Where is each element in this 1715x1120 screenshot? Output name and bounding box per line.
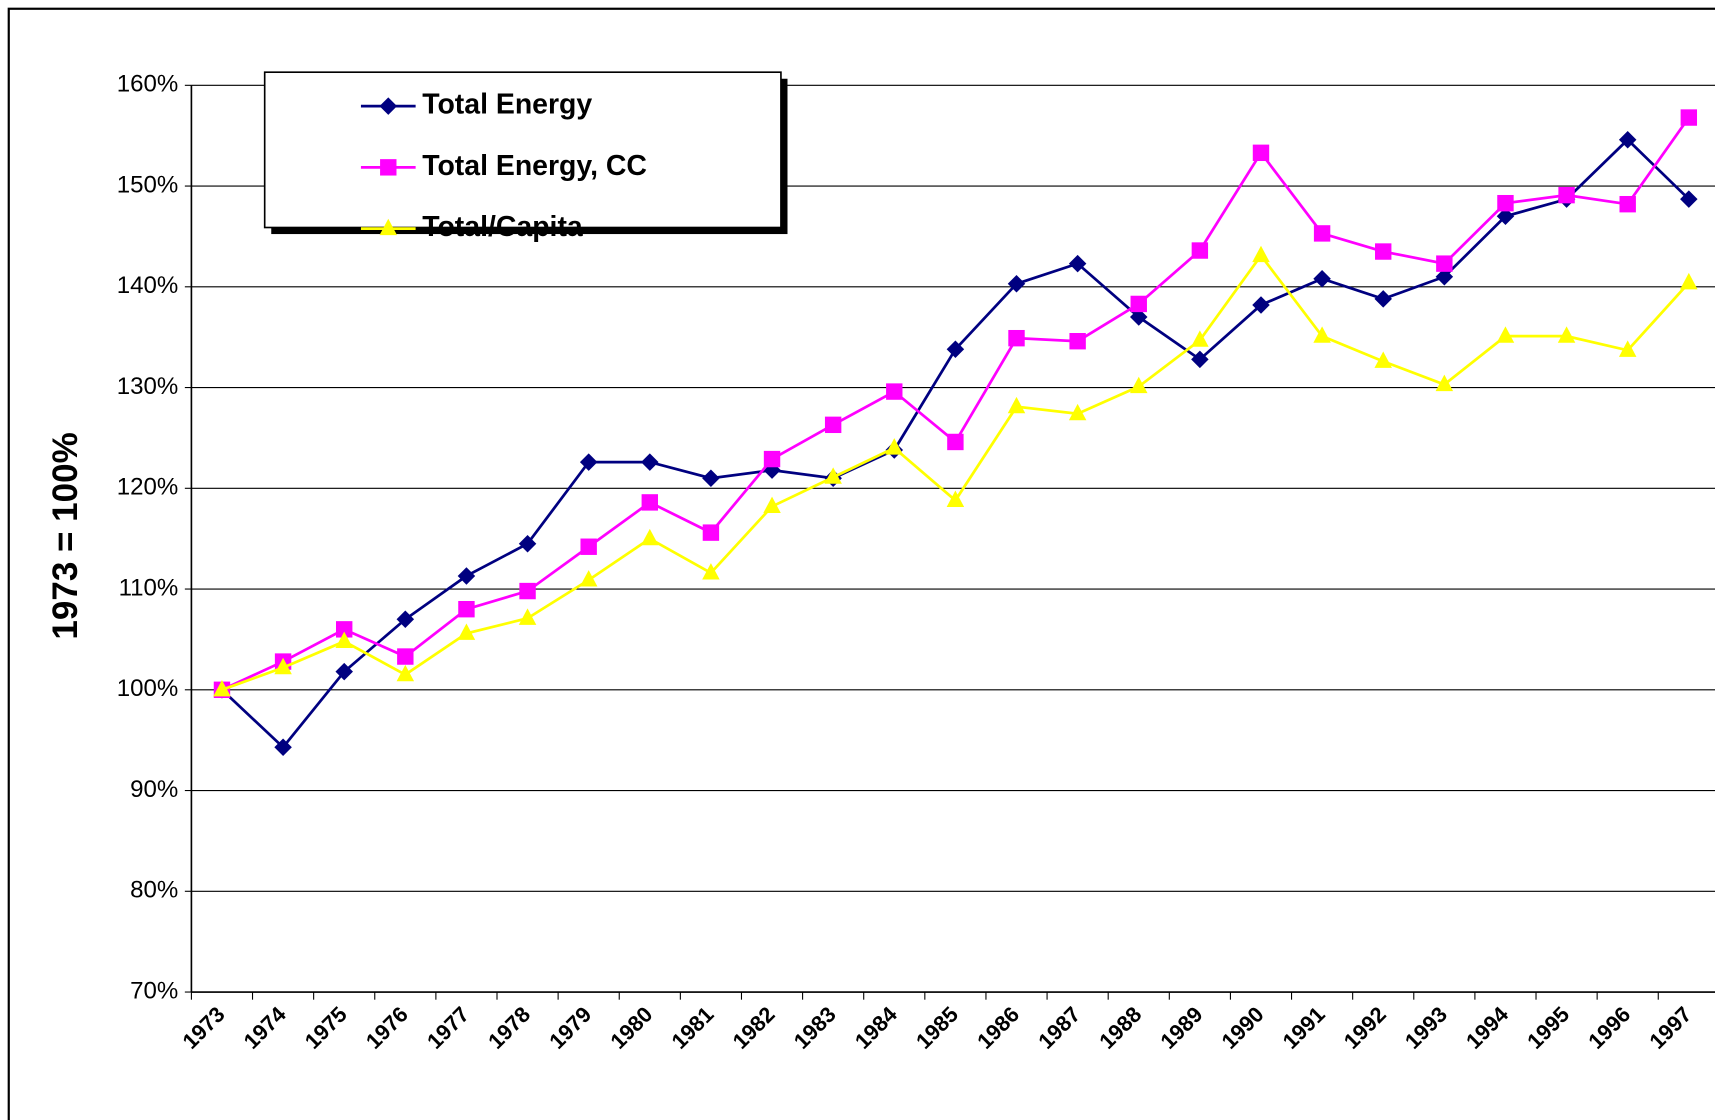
marker [763,496,781,513]
marker [1008,329,1025,347]
marker [274,657,292,675]
marker [1375,243,1392,260]
legend-label: Total Energy [422,89,592,121]
marker [702,469,720,487]
marker [379,97,398,115]
marker [702,563,720,580]
marker [274,738,292,756]
y-tick-label: 80% [130,877,178,904]
marker [396,664,415,682]
marker [335,631,353,648]
y-tick-label: 120% [117,474,179,501]
marker [1191,242,1209,259]
y-tick-label: 100% [117,675,179,702]
marker [458,600,475,618]
legend [263,71,782,229]
marker [1557,326,1576,343]
marker [1680,109,1698,126]
marker [1068,403,1087,421]
marker [1252,296,1270,314]
marker [1497,194,1514,212]
marker [947,433,964,451]
y-tick-label: 130% [117,373,179,400]
marker [1435,374,1454,392]
marker [946,340,965,359]
marker [886,383,903,400]
marker [1619,195,1636,213]
marker [946,490,965,507]
marker [641,528,659,546]
marker [457,623,476,640]
marker [641,453,659,471]
marker [396,610,415,629]
y-axis-label: 1973 = 100% [46,432,85,639]
marker [457,567,476,585]
marker [1558,186,1575,204]
marker [1496,326,1515,343]
marker [1680,190,1698,208]
marker [1435,267,1454,286]
marker [1374,351,1392,368]
marker [579,570,598,587]
marker [1191,350,1209,369]
legend-label: Total/Capita [422,211,583,243]
marker [1007,275,1026,293]
marker [1129,308,1148,326]
marker [1191,330,1209,347]
marker [1313,269,1331,288]
marker [397,648,414,665]
marker [518,534,537,553]
marker [335,662,353,681]
marker [1252,144,1270,162]
marker [1436,255,1453,272]
marker [1374,290,1392,308]
marker [1129,376,1148,394]
marker [518,608,537,625]
marker [1068,254,1087,273]
marker [519,582,536,600]
y-tick-label: 140% [117,272,179,299]
y-tick-label: 90% [130,776,178,803]
marker [1130,295,1147,313]
marker [824,467,842,484]
y-tick-label: 110% [119,574,179,601]
marker [824,416,842,434]
marker [1618,130,1637,149]
marker [1680,272,1698,290]
marker [885,438,904,455]
marker [1007,396,1026,414]
marker [1313,326,1331,343]
marker [579,453,598,471]
marker [213,679,231,697]
legend-label: Total Energy, CC [422,150,647,182]
marker [1496,207,1515,226]
y-tick-label: 160% [117,71,179,98]
marker [380,159,397,176]
marker [641,494,658,511]
marker [1252,245,1270,263]
marker [580,538,597,555]
marker [336,621,353,638]
marker [1313,225,1331,242]
marker [763,450,781,468]
marker [1069,333,1086,350]
marker [379,218,398,236]
y-tick-label: 150% [117,171,179,198]
marker [702,524,720,541]
marker [1618,340,1637,357]
y-tick-label: 70% [130,977,178,1004]
